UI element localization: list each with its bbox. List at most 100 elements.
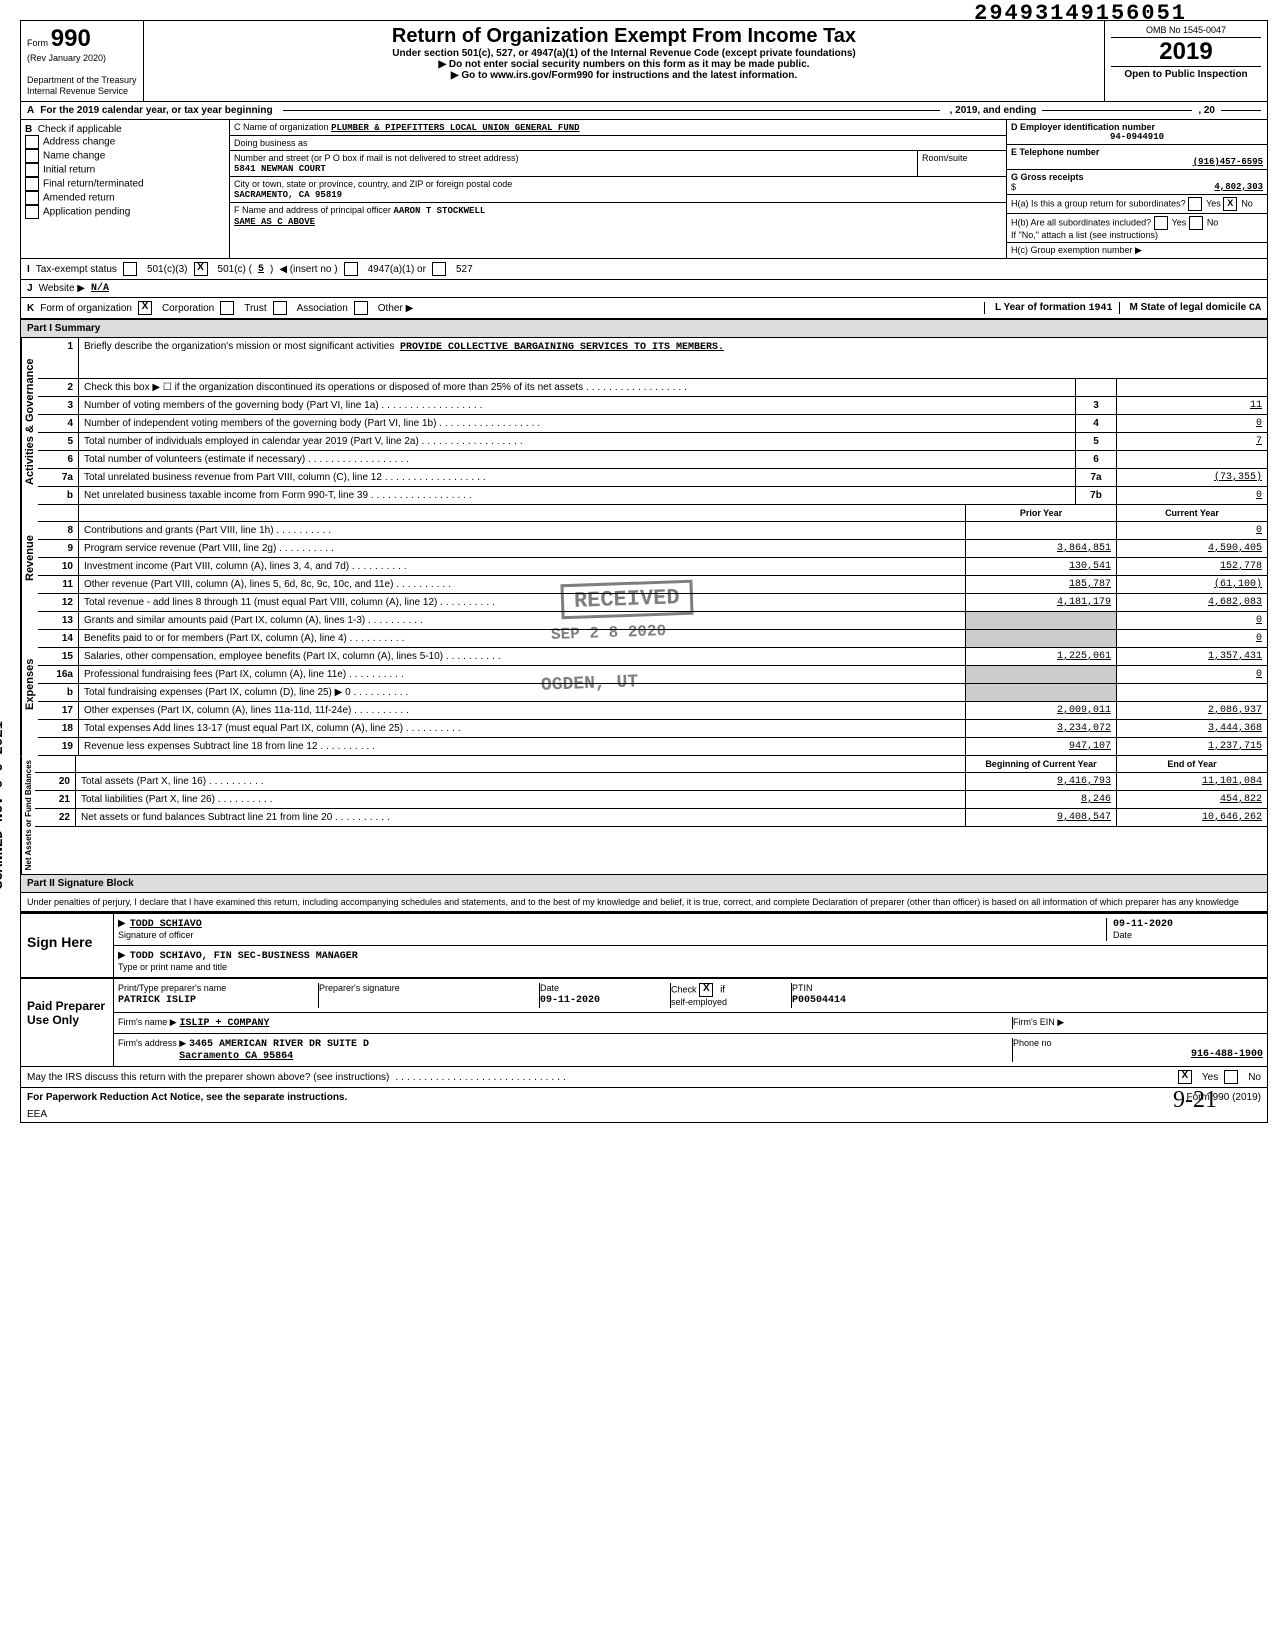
part-2-header: Part II Signature Block xyxy=(21,874,1267,893)
discuss-question: May the IRS discuss this return with the… xyxy=(27,1072,389,1083)
officer-address: SAME AS C ABOVE xyxy=(234,217,315,227)
open-to-public: Open to Public Inspection xyxy=(1111,66,1261,80)
scanned-stamp: SCANNED NOV 0 9 2021 xyxy=(0,721,7,889)
chk-address-change[interactable] xyxy=(25,135,39,149)
phone: (916)457-6595 xyxy=(1193,157,1263,167)
table-row: 4Number of independent voting members of… xyxy=(38,415,1267,433)
line-a-suffix: , 20 xyxy=(1198,105,1215,116)
preparer-date: 09-11-2020 xyxy=(540,995,600,1006)
chk-amended[interactable] xyxy=(25,191,39,205)
firm-phone: 916-488-1900 xyxy=(1191,1049,1263,1060)
chk-app-label: Application pending xyxy=(43,207,130,218)
table-row: 9Program service revenue (Part VIII, lin… xyxy=(38,540,1267,558)
chk-ha-yes[interactable] xyxy=(1188,197,1202,211)
firm-address-2: Sacramento CA 95864 xyxy=(179,1051,293,1062)
dln: 29493149156051 xyxy=(974,1,1187,26)
d-label: D Employer identification number xyxy=(1011,122,1155,132)
chk-name-change[interactable] xyxy=(25,149,39,163)
stamp-ogden: OGDEN, UT xyxy=(531,670,649,698)
chk-ha-no[interactable]: X xyxy=(1223,197,1237,211)
ptin: P00504414 xyxy=(792,995,846,1006)
side-label-governance: Activities & Governance xyxy=(21,338,38,505)
table-row: 22Net assets or fund balances Subtract l… xyxy=(35,809,1267,827)
discuss-line: May the IRS discuss this return with the… xyxy=(21,1066,1267,1088)
tax-year: 2019 xyxy=(1111,38,1261,66)
side-label-net-assets: Net Assets or Fund Balances xyxy=(21,756,35,874)
stamp-received: RECEIVED xyxy=(560,580,693,620)
room-label: Room/suite xyxy=(918,151,1006,176)
chk-501c[interactable]: X xyxy=(194,262,208,276)
eea-label: EEA xyxy=(21,1107,1267,1122)
footer: For Paperwork Reduction Act Notice, see … xyxy=(21,1088,1267,1107)
table-row: 7aTotal unrelated business revenue from … xyxy=(38,469,1267,487)
e-label: E Telephone number xyxy=(1011,147,1099,157)
chk-name-label: Name change xyxy=(43,151,105,162)
part-1-header: Part I Summary xyxy=(21,319,1267,338)
year-cell: OMB No 1545-0047 2019 Open to Public Ins… xyxy=(1105,21,1267,101)
line-k-form-org: K Form of organization XCorporation Trus… xyxy=(21,298,1267,319)
chk-discuss-no[interactable] xyxy=(1224,1070,1238,1084)
chk-hb-yes[interactable] xyxy=(1154,216,1168,230)
sign-here-label: Sign Here xyxy=(21,914,114,977)
col-b-checkboxes: B Check if applicable Address change Nam… xyxy=(21,120,230,258)
current-year-hdr: Current Year xyxy=(1117,505,1268,522)
officer-sig-label: Signature of officer xyxy=(118,930,193,940)
b-label: B xyxy=(25,124,32,135)
tax-status-label: Tax-exempt status xyxy=(36,264,117,275)
chk-self-employed[interactable]: X xyxy=(699,983,713,997)
chk-final-return[interactable] xyxy=(25,177,39,191)
street-label: Number and street (or P O box if mail is… xyxy=(234,153,518,163)
side-label-expenses: Expenses xyxy=(21,612,38,756)
table-row: 5Total number of individuals employed in… xyxy=(38,433,1267,451)
table-row: 18Total expenses Add lines 13-17 (must e… xyxy=(38,720,1267,738)
form-org-label: Form of organization xyxy=(40,303,132,314)
begin-year-hdr: Beginning of Current Year xyxy=(966,756,1117,773)
chk-corp[interactable]: X xyxy=(138,301,152,315)
chk-init-label: Initial return xyxy=(43,165,95,176)
side-label-revenue: Revenue xyxy=(21,505,38,612)
stamp-date: SEP 2 8 2020 xyxy=(541,620,677,647)
form-revision: (Rev January 2020) xyxy=(27,53,106,63)
c-label: C Name of organization xyxy=(234,122,329,132)
ha-label: H(a) Is this a group return for subordin… xyxy=(1011,198,1186,208)
header-entity-block: B Check if applicable Address change Nam… xyxy=(21,120,1267,259)
table-row: 15Salaries, other compensation, employee… xyxy=(38,648,1267,666)
governance-table: 1 Briefly describe the organization's mi… xyxy=(38,338,1267,505)
g-label: G Gross receipts xyxy=(1011,172,1084,182)
l-label: L Year of formation xyxy=(995,302,1086,313)
f-label: F Name and address of principal officer xyxy=(234,205,391,215)
firm-address-1: 3465 AMERICAN RIVER DR SUITE D xyxy=(189,1039,369,1050)
hc-label: H(c) Group exemption number ▶ xyxy=(1007,243,1146,258)
line-j-website: J Website ▶ N/A xyxy=(21,280,1267,298)
city-label: City or town, state or province, country… xyxy=(234,179,512,189)
website-label: Website ▶ xyxy=(39,283,85,294)
preparer-name: PATRICK ISLIP xyxy=(118,995,196,1006)
signature-block: Sign Here TODD SCHIAVOSignature of offic… xyxy=(21,912,1267,977)
chk-assoc[interactable] xyxy=(273,301,287,315)
dept-label: Department of the Treasury xyxy=(27,75,137,85)
chk-4947[interactable] xyxy=(344,262,358,276)
form-number: 990 xyxy=(51,25,91,52)
chk-other[interactable] xyxy=(354,301,368,315)
officer-title: TODD SCHIAVO, FIN SEC-BUSINESS MANAGER xyxy=(130,951,358,962)
chk-initial-return[interactable] xyxy=(25,163,39,177)
chk-amend-label: Amended return xyxy=(43,193,115,204)
chk-discuss-yes[interactable]: X xyxy=(1178,1070,1192,1084)
paid-preparer-block: Paid Preparer Use Only Print/Type prepar… xyxy=(21,977,1267,1066)
chk-hb-no[interactable] xyxy=(1189,216,1203,230)
pra-notice: For Paperwork Reduction Act Notice, see … xyxy=(27,1092,347,1103)
mission-text: PROVIDE COLLECTIVE BARGAINING SERVICES T… xyxy=(400,342,724,353)
year-formation: 1941 xyxy=(1088,303,1112,314)
state-domicile: CA xyxy=(1249,303,1261,314)
gross-receipts: 4,802,303 xyxy=(1214,182,1263,192)
chk-trust[interactable] xyxy=(220,301,234,315)
form-subtitle-3: ▶ Go to www.irs.gov/Form990 for instruct… xyxy=(150,70,1098,81)
handwritten-mark: 9-21 xyxy=(1173,1087,1217,1114)
line-a: A For the 2019 calendar year, or tax yea… xyxy=(21,102,1267,120)
chk-501c3[interactable] xyxy=(123,262,137,276)
chk-application-pending[interactable] xyxy=(25,205,39,219)
line-a-text: For the 2019 calendar year, or tax year … xyxy=(40,105,272,116)
501c-number: 5 xyxy=(258,264,264,275)
chk-527[interactable] xyxy=(432,262,446,276)
table-row: 16aProfessional fundraising fees (Part I… xyxy=(38,666,1267,684)
